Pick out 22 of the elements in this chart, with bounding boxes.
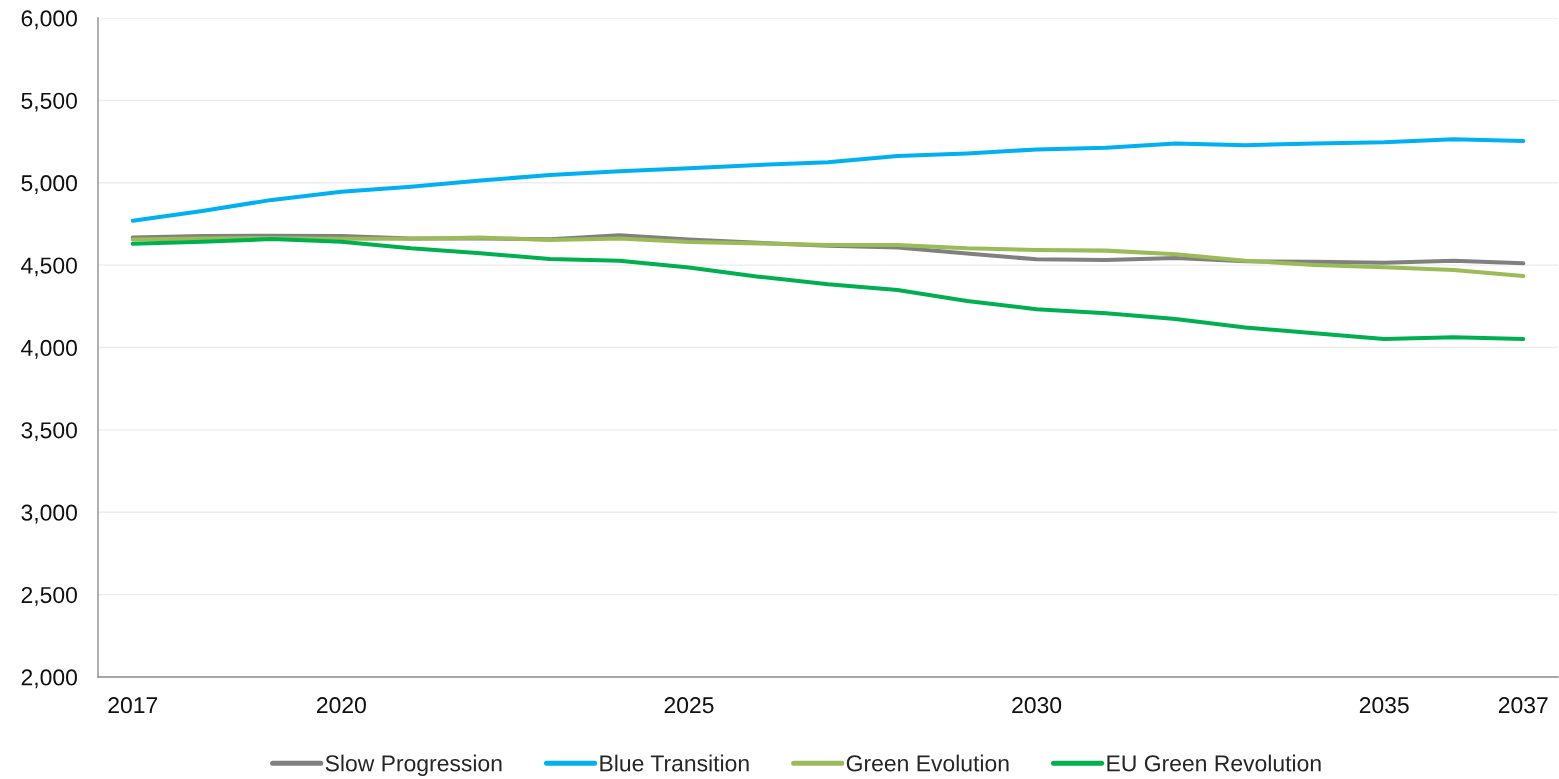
y-tick-label: 6,000 xyxy=(21,10,77,30)
legend-label: EU Green Revolution xyxy=(1107,754,1321,772)
legend-label: Blue Transition xyxy=(600,754,749,772)
x-tick-label: 2020 xyxy=(317,697,366,714)
line-series xyxy=(130,237,1526,341)
y-tick-label: 5,500 xyxy=(21,92,77,112)
y-tick-label: 3,500 xyxy=(21,422,77,442)
y-tick-label: 4,500 xyxy=(21,257,77,277)
x-tick-label: 2030 xyxy=(1012,697,1062,714)
y-tick-label: 5,000 xyxy=(21,175,77,194)
line-series xyxy=(130,235,1526,279)
line-series xyxy=(130,137,1526,223)
y-tick-label: 3,000 xyxy=(21,504,77,524)
x-tick-label: 2035 xyxy=(1359,697,1409,714)
legend-label: Slow Progression xyxy=(325,754,502,776)
y-tick-label: 2,000 xyxy=(21,669,77,689)
y-tick-label: 2,500 xyxy=(21,586,77,606)
x-tick-label: 2017 xyxy=(108,697,158,714)
legend-label: Green Evolution xyxy=(846,754,1009,772)
y-tick-label: 4,000 xyxy=(21,339,77,359)
x-tick-label: 2037 xyxy=(1498,697,1548,714)
x-tick-label: 2025 xyxy=(664,697,714,714)
